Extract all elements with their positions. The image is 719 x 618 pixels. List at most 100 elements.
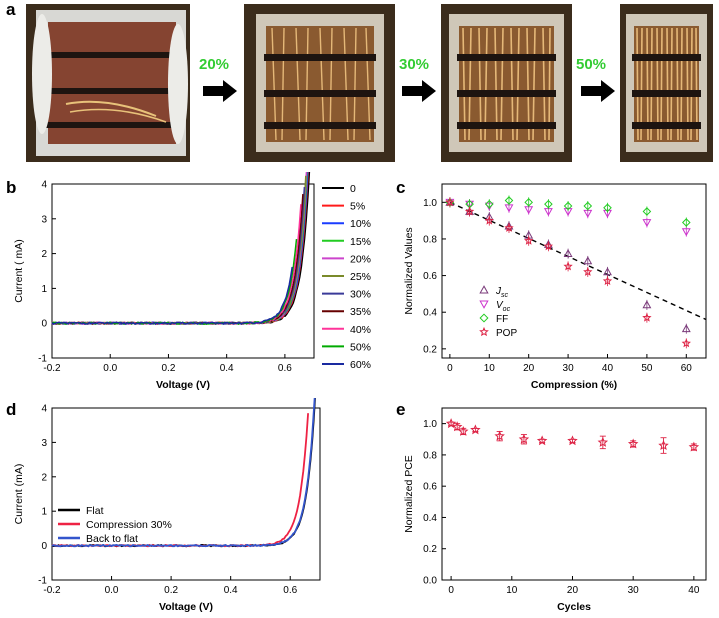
chart-b-legend-label: 60% bbox=[350, 359, 371, 371]
chart-e-data-point bbox=[658, 440, 669, 450]
chart-b-series-line bbox=[51, 172, 308, 326]
chart-c-data-point bbox=[484, 199, 494, 209]
chart-c-data-point bbox=[603, 203, 612, 213]
chart-c-legend-label: POP bbox=[496, 328, 517, 339]
chart-c-x-tick-label: 30 bbox=[563, 363, 575, 374]
chart-d-y-tick-label: 1 bbox=[41, 507, 47, 518]
chart-c-fit-line bbox=[449, 201, 707, 321]
chart-b-series-line bbox=[51, 194, 304, 326]
chart-b-y-tick-label: 2 bbox=[41, 249, 47, 260]
chart-d-legend-label: Compression 30% bbox=[86, 519, 172, 531]
panel-d-letter: d bbox=[6, 400, 17, 419]
chart-c-data-point bbox=[445, 197, 455, 207]
chart-c-data-point bbox=[563, 201, 573, 211]
panel-e-letter: e bbox=[396, 400, 406, 419]
chart-e-y-tick-label: 0.8 bbox=[423, 450, 437, 461]
chart-b-legend-label: 30% bbox=[350, 289, 371, 301]
chart-e-y-tick-label: 1.0 bbox=[423, 419, 437, 430]
chart-b-x-tick-label: -0.2 bbox=[43, 363, 61, 374]
chart-c-plot-frame bbox=[441, 183, 707, 359]
chart-c-data-point bbox=[681, 218, 691, 227]
chart-b-series-line bbox=[51, 204, 302, 326]
panel-a-letter: a bbox=[6, 0, 16, 19]
chart-b-series-line bbox=[52, 187, 306, 326]
chart-d-legend-label: Flat bbox=[86, 505, 104, 517]
iv-curve-chart-compression: -0.2 0.0 0.2 0.4 0.6 -1 0 1 2 3 4 Voltage (V) Curren… bbox=[13, 172, 371, 391]
chart-c-legend-marker bbox=[479, 285, 489, 294]
chart-b-x-axis-label: Voltage (V) bbox=[156, 379, 210, 391]
chart-d-legend-label: Back to flat bbox=[86, 533, 138, 545]
chart-c-x-tick-label: 50 bbox=[641, 363, 653, 374]
chart-e-data-point bbox=[451, 421, 463, 432]
chart-c-y-tick-label: 1.0 bbox=[423, 198, 437, 209]
chart-c-legend-marker bbox=[479, 313, 489, 323]
panel-b-letter: b bbox=[6, 178, 17, 197]
chart-d-x-axis-label: Voltage (V) bbox=[159, 601, 213, 613]
chart-b-legend-label: 15% bbox=[350, 236, 371, 248]
chart-c-data-point bbox=[583, 267, 593, 276]
chart-e-x-tick-label: 10 bbox=[506, 585, 518, 596]
chart-e-data-point bbox=[567, 435, 578, 446]
device-photo-50 bbox=[620, 4, 713, 162]
device-photo-20 bbox=[244, 4, 395, 162]
chart-b-series-line bbox=[51, 175, 307, 325]
chart-b-legend-label: 40% bbox=[350, 324, 371, 336]
chart-c-x-tick-label: 60 bbox=[681, 363, 693, 374]
chart-d-y-tick-label: -1 bbox=[38, 576, 47, 587]
chart-d-plot-frame bbox=[51, 407, 321, 581]
chart-e-y-axis-label: Normalized PCE bbox=[403, 455, 415, 533]
chart-c-x-tick-label: 10 bbox=[484, 363, 496, 374]
chart-c-y-axis-label: Normalized Values bbox=[403, 227, 415, 314]
chart-d-y-tick-label: 3 bbox=[41, 438, 47, 449]
chart-b-legend-label: 25% bbox=[350, 271, 371, 283]
chart-e-x-axis-label: Cycles bbox=[557, 601, 591, 613]
chart-e-x-tick-label: 0 bbox=[448, 585, 454, 596]
chart-e-y-tick-label: 0.6 bbox=[423, 482, 437, 493]
chart-e-data-point bbox=[494, 430, 505, 441]
chart-c-legend-label: Voc bbox=[496, 300, 511, 313]
chart-b-y-tick-label: 3 bbox=[41, 214, 47, 225]
chart-c-data-point bbox=[642, 207, 652, 216]
chart-e-data-point bbox=[470, 424, 481, 435]
compression-step-50: 50% bbox=[576, 56, 607, 73]
chart-d-y-tick-label: 4 bbox=[41, 404, 47, 415]
chart-d-x-tick-label: 0.6 bbox=[283, 585, 297, 596]
chart-c-y-tick-label: 0.4 bbox=[423, 308, 437, 319]
compression-step-30: 30% bbox=[399, 56, 430, 73]
chart-b-legend-label: 35% bbox=[350, 306, 371, 318]
chart-b-x-tick-label: 0.6 bbox=[278, 363, 292, 374]
chart-b-legend-label: 20% bbox=[350, 253, 371, 265]
chart-c-data-point bbox=[464, 206, 475, 216]
chart-c-x-tick-label: 0 bbox=[447, 363, 453, 374]
chart-b-series-line bbox=[51, 172, 309, 325]
chart-b-y-axis-label: Current ( mA) bbox=[13, 239, 25, 303]
chart-c-legend-marker bbox=[479, 326, 489, 337]
chart-e-plot-frame bbox=[441, 407, 707, 581]
chart-b-x-tick-label: 0.2 bbox=[161, 363, 175, 374]
chart-c-data-point bbox=[642, 300, 652, 309]
chart-c-y-tick-label: 0.8 bbox=[423, 234, 437, 245]
chart-c-data-point bbox=[563, 248, 573, 257]
chart-c-data-point bbox=[681, 228, 691, 237]
panel-c-letter: c bbox=[396, 178, 406, 197]
chart-b-series-line bbox=[51, 172, 311, 326]
chart-c-data-point bbox=[642, 312, 652, 322]
chart-b-legend-label: 5% bbox=[350, 201, 365, 213]
chart-c-data-point bbox=[603, 267, 612, 276]
chart-b-plot-frame bbox=[51, 183, 315, 359]
chart-b-series-line bbox=[51, 172, 308, 325]
chart-c-legend-subscript: sc bbox=[501, 292, 509, 299]
chart-e-x-tick-label: 30 bbox=[628, 585, 640, 596]
chart-c-x-tick-label: 40 bbox=[602, 363, 614, 374]
normalized-values-chart: 0 10 20 30 40 50 60 0.2 0.4 0.6 0.8 1.0 Compression … bbox=[403, 183, 707, 391]
chart-e-y-tick-label: 0.0 bbox=[423, 576, 437, 587]
arrow-right-icon bbox=[203, 80, 237, 102]
chart-c-x-tick-label: 20 bbox=[523, 363, 535, 374]
chart-c-data-point bbox=[504, 223, 514, 232]
arrow-right-icon bbox=[581, 80, 615, 102]
chart-c-data-point bbox=[681, 338, 691, 348]
chart-b-x-tick-label: 0.0 bbox=[103, 363, 117, 374]
chart-c-data-point bbox=[583, 256, 593, 265]
chart-d-y-tick-label: 0 bbox=[41, 541, 47, 552]
compression-step-20: 20% bbox=[199, 56, 230, 73]
